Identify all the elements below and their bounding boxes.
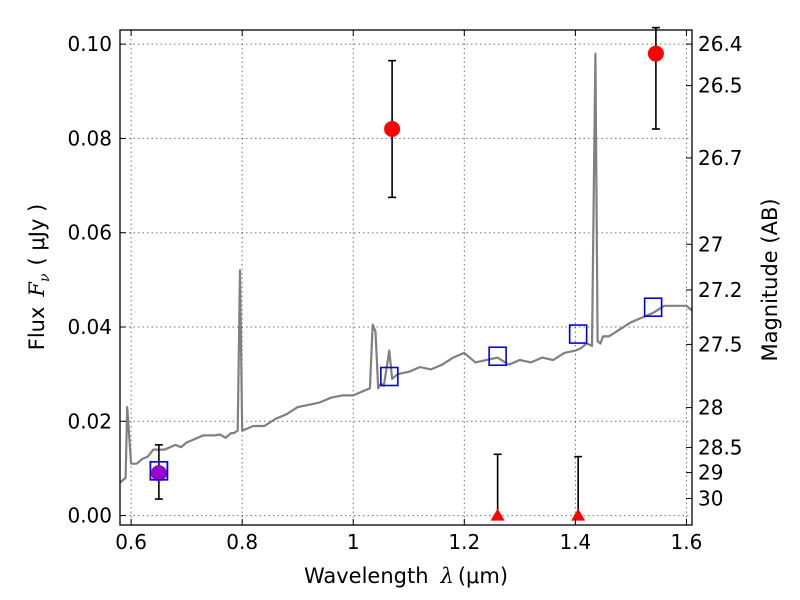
upper-limit-marker [571, 508, 586, 521]
y2-tick-label: 26.4 [698, 32, 743, 56]
x-tick-label: 1.6 [671, 530, 703, 554]
axes-frame [119, 29, 693, 526]
y2-tick-label: 27.2 [698, 278, 743, 302]
y2-tick-label: 29 [698, 461, 723, 485]
spectrum-line [119, 52, 693, 484]
y2-tick-label: 28.5 [698, 435, 743, 459]
x-tick-label: 0.6 [115, 530, 147, 554]
model-band-point [643, 297, 663, 318]
y2-tick-label: 28 [698, 396, 723, 420]
grid [120, 30, 692, 525]
model-band-point-overlay [149, 460, 169, 481]
purple-data-point [150, 465, 167, 482]
y2-tick-label: 26.7 [698, 146, 743, 170]
upper-limit-marker [490, 508, 505, 521]
y-tick-label: 0.00 [67, 504, 112, 528]
x-tick-label: 0.8 [226, 530, 258, 554]
x-tick-label: 1 [347, 530, 360, 554]
y2-tick-label: 30 [698, 486, 723, 510]
axis-ticks: 0.6 0.8 1 1.2 1.4 1.6 0.00 0.02 0.04 0.06 0.08 0.10… [67, 30, 743, 554]
y-tick-label: 0.04 [67, 315, 112, 339]
y2-tick-label: 26.5 [698, 74, 743, 98]
x-tick-label: 1.4 [559, 530, 591, 554]
y-axis-label-text: Flux [25, 307, 49, 351]
model-band-point [380, 366, 399, 387]
y2-axis-label: Magnitude (AB) [758, 198, 782, 361]
detection-point [384, 121, 401, 137]
x-tick-label: 1.2 [448, 530, 480, 554]
y-axis-label-unit: ( μJy ) [25, 204, 49, 266]
y-tick-label: 0.06 [67, 221, 112, 245]
model-band-point [568, 324, 588, 344]
plot-area [119, 26, 693, 521]
y-tick-label: 0.02 [67, 409, 112, 433]
y2-tick-label: 27 [698, 232, 723, 256]
x-axis-label-unit: (μm) [458, 564, 508, 588]
y2-tick-label: 27.5 [698, 332, 743, 356]
y-tick-label: 0.08 [67, 126, 112, 150]
x-axis-label-text: Wavelength [304, 564, 429, 588]
y-axis-label: FluxFν( μJy ) [25, 204, 53, 350]
model-band-point [488, 346, 507, 367]
x-axis-label: Wavelength λ (μm) [304, 564, 508, 588]
detection-point [647, 45, 664, 62]
y-tick-label: 0.10 [67, 32, 112, 56]
